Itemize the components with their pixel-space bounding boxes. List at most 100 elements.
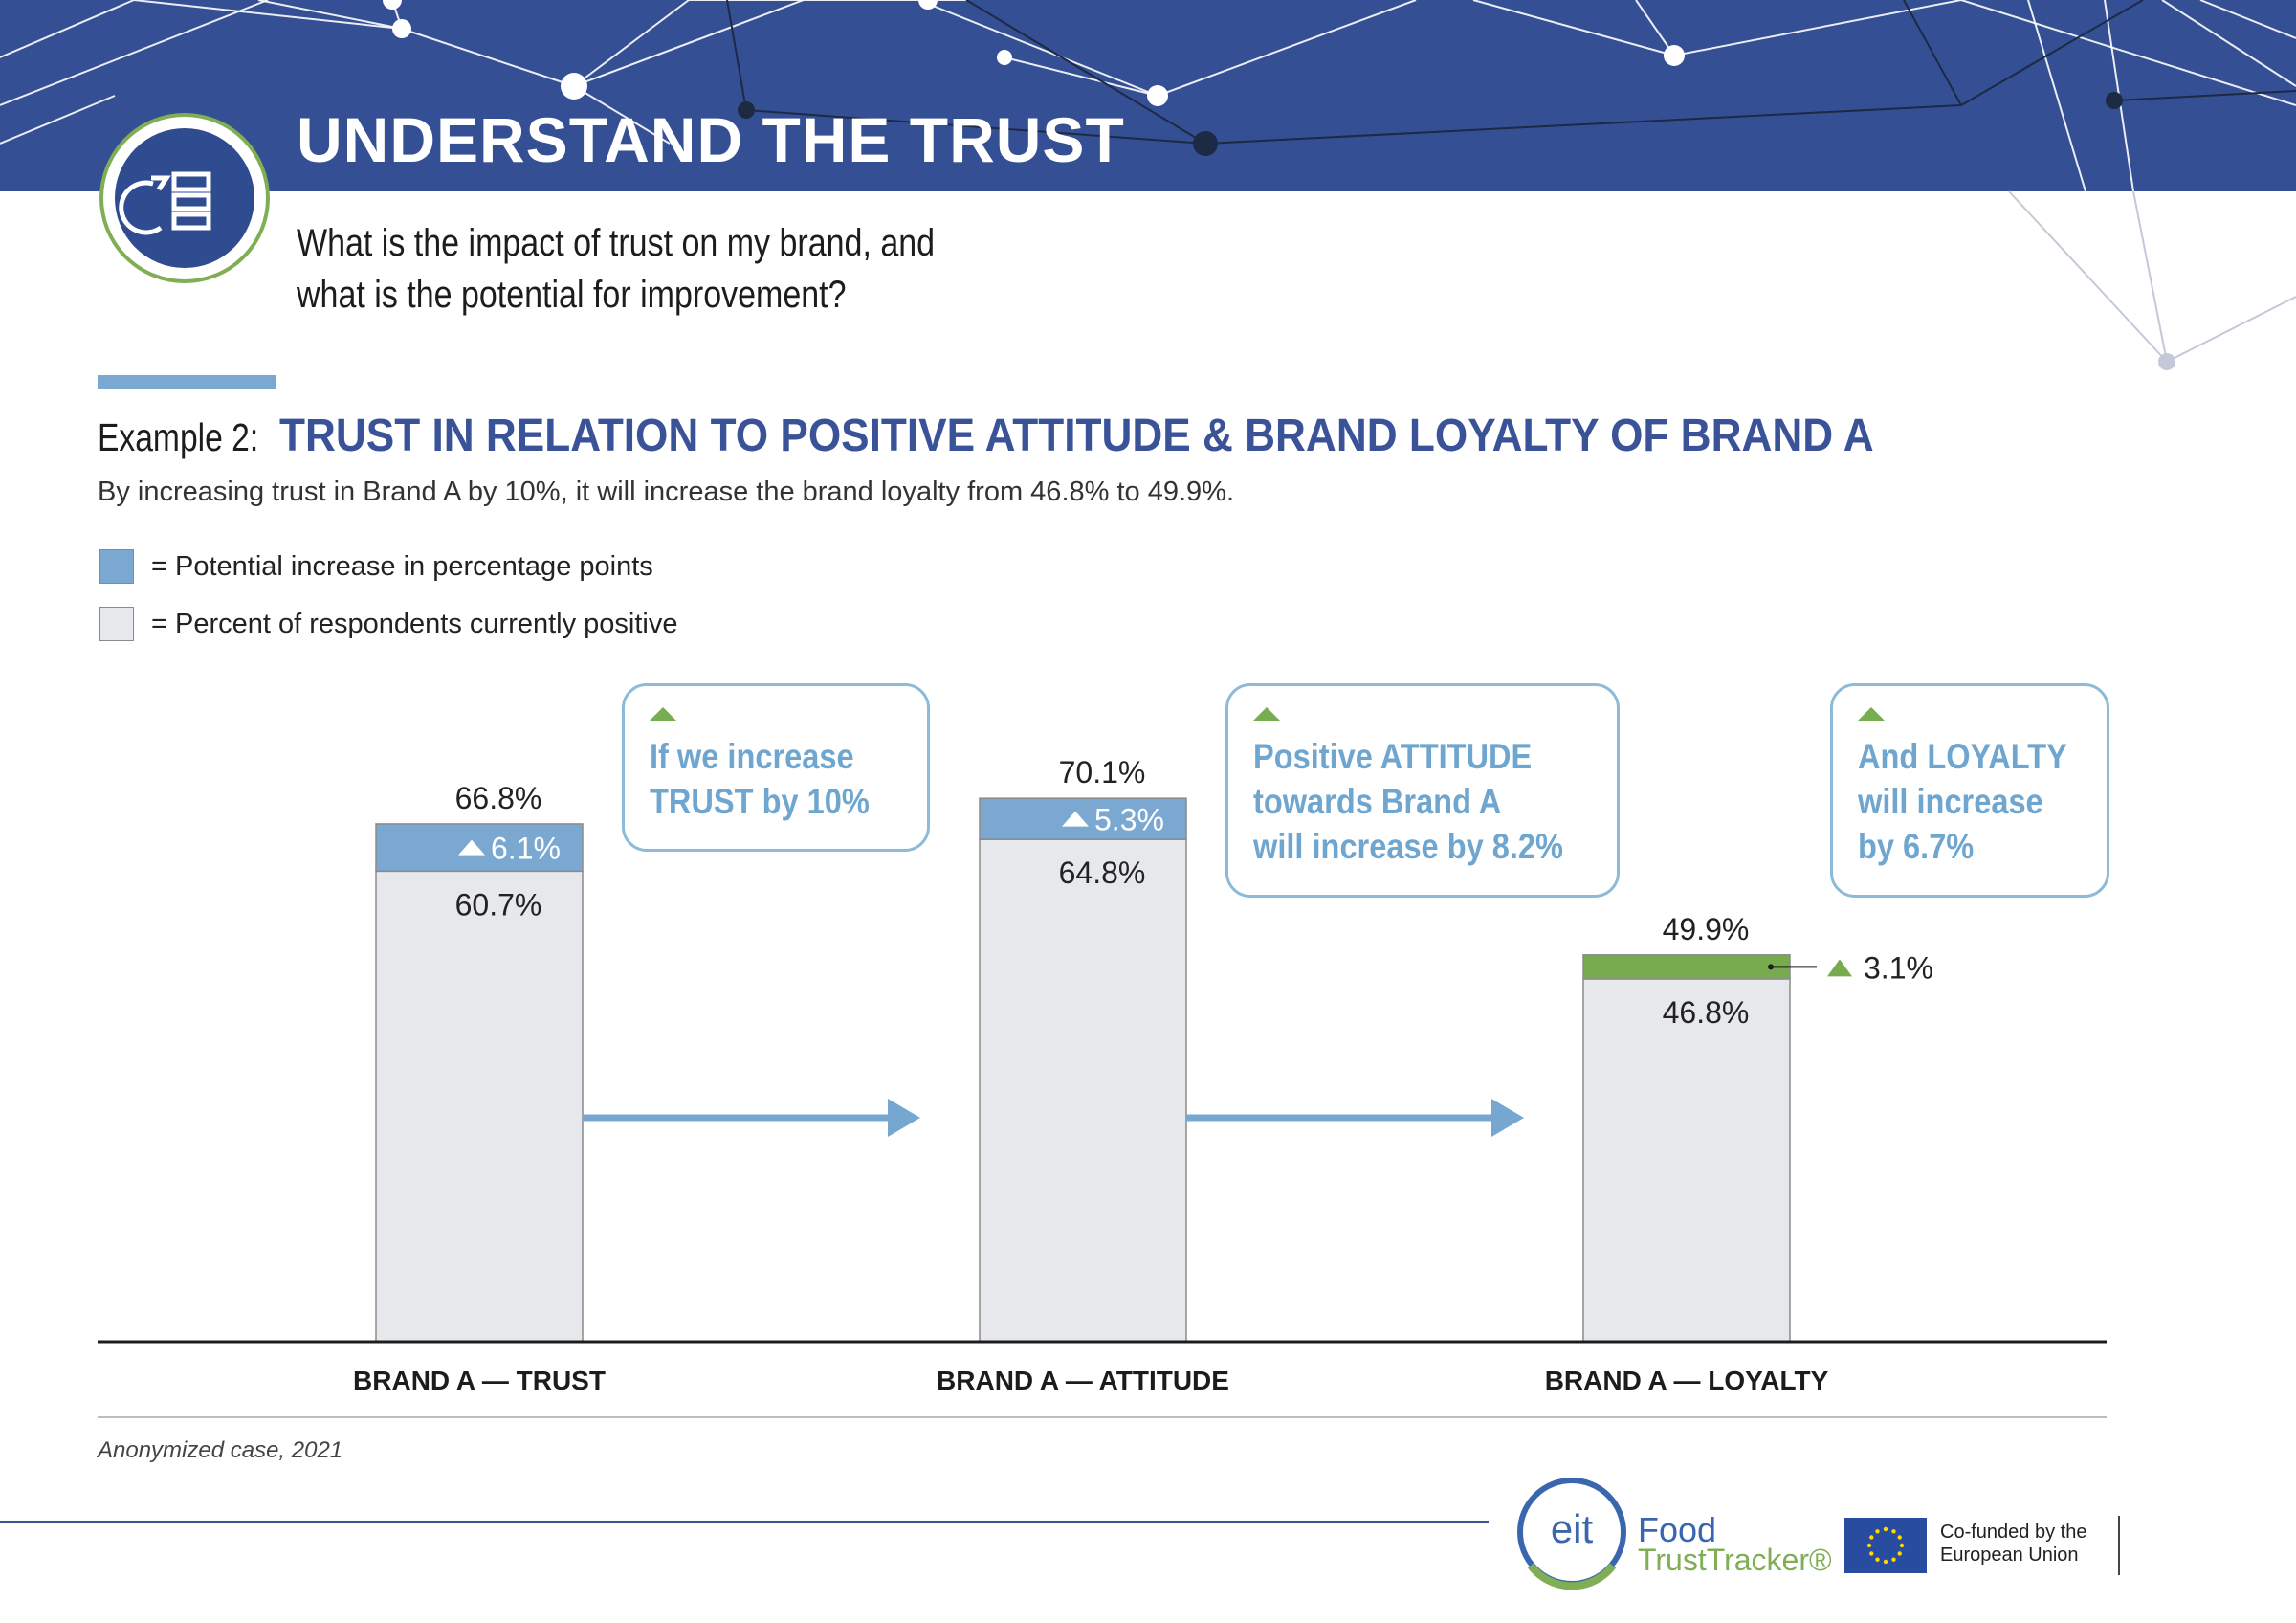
bar-group: 70.1% 64.8% 5.3% BRAND A — ATTITUDE [937,755,1229,1395]
bar-base [1582,978,1791,1343]
bar-increase [979,797,1187,840]
bottom-rule [0,1521,1489,1523]
legend-item-potential: = Potential increase in percentage point… [99,548,653,585]
callout-trust: If we increase TRUST by 10% [622,683,930,852]
network-line [965,0,1206,145]
network-line [1635,0,1675,56]
eu-star [1875,1557,1880,1562]
network-node [561,73,587,100]
up-triangle-icon [650,707,676,721]
network-line [573,0,690,87]
callout-loyalty: And LOYALTY will increase by 6.7% [1830,683,2109,898]
network-line [1157,0,1417,97]
network-node [1193,131,1218,156]
network-line [1004,56,1159,97]
bar-group: 66.8% 60.7% 6.1% BRAND A — TRUST [353,781,606,1395]
network-line [133,0,403,30]
footer-divider [98,1416,2107,1418]
page-title: UNDERSTAND THE TRUST [297,104,1125,175]
network-node [1664,45,1685,66]
base-label: 64.8% [1059,856,1146,890]
network-line [2199,0,2296,39]
network-line [0,0,135,58]
legend-label-current: = Percent of respondents currently posit… [151,608,678,639]
eu-star [1866,1543,1872,1548]
eu-star [1869,1551,1874,1556]
example-description: By increasing trust in Brand A by 10%, i… [98,477,1234,507]
network-node [997,50,1012,65]
bar-base [979,838,1187,1343]
cofund-line2: European Union [1940,1545,2079,1566]
network-node [2106,92,2123,109]
callout-attitude-line2: towards Brand A [1253,782,1502,821]
base-label: 46.8% [1663,995,1750,1030]
total-label: 49.9% [1663,912,1750,946]
network-node [392,19,411,38]
network-node [918,0,938,10]
eu-star [1883,1526,1888,1532]
network-line [573,85,671,145]
accent-divider [98,375,276,389]
network-node [738,101,755,119]
legend-swatch-current [99,607,134,641]
eit-logo: eit [1517,1478,1626,1590]
callout-attitude-line1: Positive ATTITUDE [1253,737,1533,776]
arrow-right-icon [888,1099,920,1137]
callout-loyalty-line2: will increase [1858,782,2043,821]
increase-label: 6.1% [491,832,561,866]
logo-trusttracker-text: TrustTracker® [1638,1543,1832,1577]
eu-flag-icon [1844,1518,1927,1573]
arrow-right-icon [1491,1099,1524,1137]
eu-star [1897,1535,1902,1540]
example-title: TRUST IN RELATION TO POSITIVE ATTITUDE &… [278,411,1874,461]
increase-label: 5.3% [1094,803,1164,837]
increase-label: 3.1% [1864,950,1933,985]
network-line [1204,104,1962,145]
total-label: 70.1% [1059,755,1146,789]
category-label: BRAND A — TRUST [353,1366,606,1395]
callout-attitude: Positive ATTITUDE towards Brand A will i… [1225,683,1620,898]
eu-star [1875,1529,1880,1534]
network-line [401,28,575,87]
bar-base [375,870,584,1343]
up-triangle-icon [1253,707,1280,721]
network-node [383,0,402,10]
network-line [1472,0,1675,56]
legend-swatch-potential [99,549,134,584]
callout-loyalty-line1: And LOYALTY [1858,737,2067,776]
callout-loyalty-line3: by 6.7% [1858,827,1975,866]
example-label: Example 2: [98,415,259,459]
network-line [1960,0,2296,106]
base-label: 60.7% [455,887,542,922]
network-line [2161,0,2296,87]
network-line [726,0,747,111]
legend-label-potential: = Potential increase in percentage point… [151,550,653,582]
up-triangle-icon [1827,959,1852,977]
bar-increase [375,823,584,873]
subtitle-question-line2: what is the potential for improvement? [297,274,847,316]
category-label: BRAND A — LOYALTY [1545,1366,1829,1395]
network-node [1147,85,1168,106]
network-line [745,109,1206,145]
eu-star [1899,1543,1905,1548]
callout-trust-line1: If we increase [650,737,854,776]
cofund-divider [2118,1516,2120,1575]
up-triangle-icon [1062,811,1089,827]
network-line [0,95,116,145]
report-icon-badge [99,113,270,283]
network-line [1903,0,1962,106]
network-line [917,0,1159,97]
callout-attitude-line3: will increase by 8.2% [1253,827,1563,866]
network-pattern [0,0,2296,191]
eu-star [1897,1551,1902,1556]
eit-logo-text: eit [1551,1506,1594,1551]
callout-trust-line2: TRUST by 10% [650,782,870,821]
category-label: BRAND A — ATTITUDE [937,1366,1229,1395]
trust-report-icon [119,171,211,235]
bar-group: 49.9% 46.8% 3.1% BRAND A — LOYALTY [1545,912,1933,1395]
eu-star [1869,1535,1874,1540]
up-triangle-icon [1858,707,1885,721]
subtitle-question-line1: What is the impact of trust on my brand,… [297,222,936,264]
network-line [1960,0,2144,106]
